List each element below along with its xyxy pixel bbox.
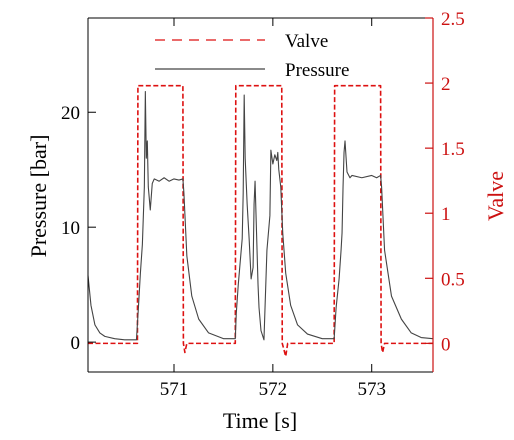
series-line-pressure [87,91,434,341]
legend-valve-label: Valve [285,31,328,52]
y-right-tick-label: 1.5 [441,139,465,160]
ticks-layer: 571 572 573 0 10 20 0 0.5 1 1.5 2 2.5 [61,9,465,400]
y-right-tick-label: 0.5 [441,269,465,290]
y-right-tick-label: 0 [441,334,451,355]
axis-frame [87,17,434,373]
plot-area [88,18,433,372]
y-right-tick-label: 1 [441,204,451,225]
x-axis-label: Time [s] [223,408,297,433]
y-right-tick-label: 2 [441,74,451,95]
x-tick-label: 571 [160,379,189,400]
y-left-tick-label: 20 [61,103,80,124]
x-tick-label: 573 [357,379,386,400]
y-left-tick-label: 0 [71,333,81,354]
y-right-tick-label: 2.5 [441,9,465,30]
y-axis-left-label: Pressure [bar] [26,135,51,258]
x-tick-label: 572 [259,379,288,400]
y-left-tick-label: 10 [61,218,80,239]
legend: Valve Pressure [155,31,349,81]
series-layer [87,84,434,358]
legend-pressure-label: Pressure [285,60,349,81]
y-axis-right-label: Valve [483,171,508,221]
